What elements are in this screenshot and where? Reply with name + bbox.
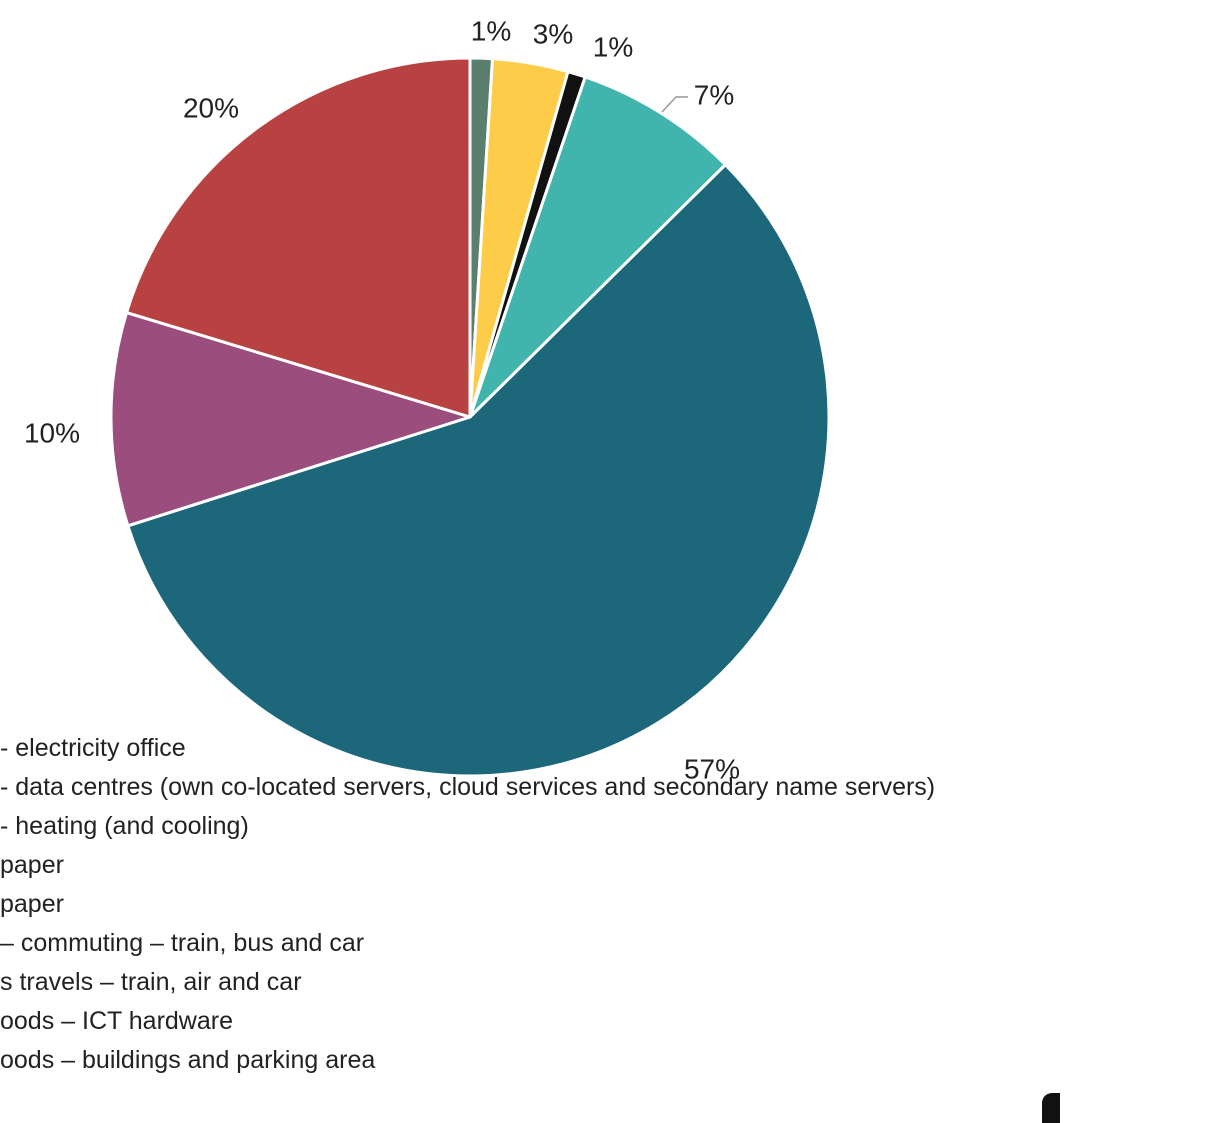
slice-label-5: 10% [24, 417, 80, 448]
legend-item: paper [0, 890, 64, 918]
legend-item: oods – buildings and parking area [0, 1046, 376, 1074]
legend-item: paper [0, 851, 64, 879]
corner-mark [1042, 1093, 1060, 1123]
slice-label-0: 1% [471, 15, 511, 46]
legend-item: - electricity office [0, 734, 186, 762]
slice-label-1: 3% [533, 18, 573, 49]
leader-line-3 [661, 96, 688, 113]
pie-slices [109, 56, 831, 778]
slice-label-4: 57% [684, 753, 740, 784]
legend-item: s travels – train, air and car [0, 968, 302, 996]
legend-item: oods – ICT hardware [0, 1007, 233, 1035]
legend-item: - heating (and cooling) [0, 812, 249, 840]
pie-slice-4 [126, 163, 831, 778]
pie-slice-6 [125, 56, 472, 419]
legend-item: – commuting – train, bus and car [0, 929, 365, 957]
slice-label-2: 1% [593, 31, 633, 62]
slice-labels: 1% 3% 1% 7% 57% 10% 20% [24, 15, 740, 784]
slice-label-6: 20% [183, 92, 239, 123]
pie-slice-5 [109, 311, 472, 528]
slice-label-3: 7% [694, 79, 734, 110]
legend-item: - data centres (own co-located servers, … [0, 773, 936, 801]
leader-lines [661, 96, 688, 113]
pie-slice-3 [468, 75, 727, 419]
